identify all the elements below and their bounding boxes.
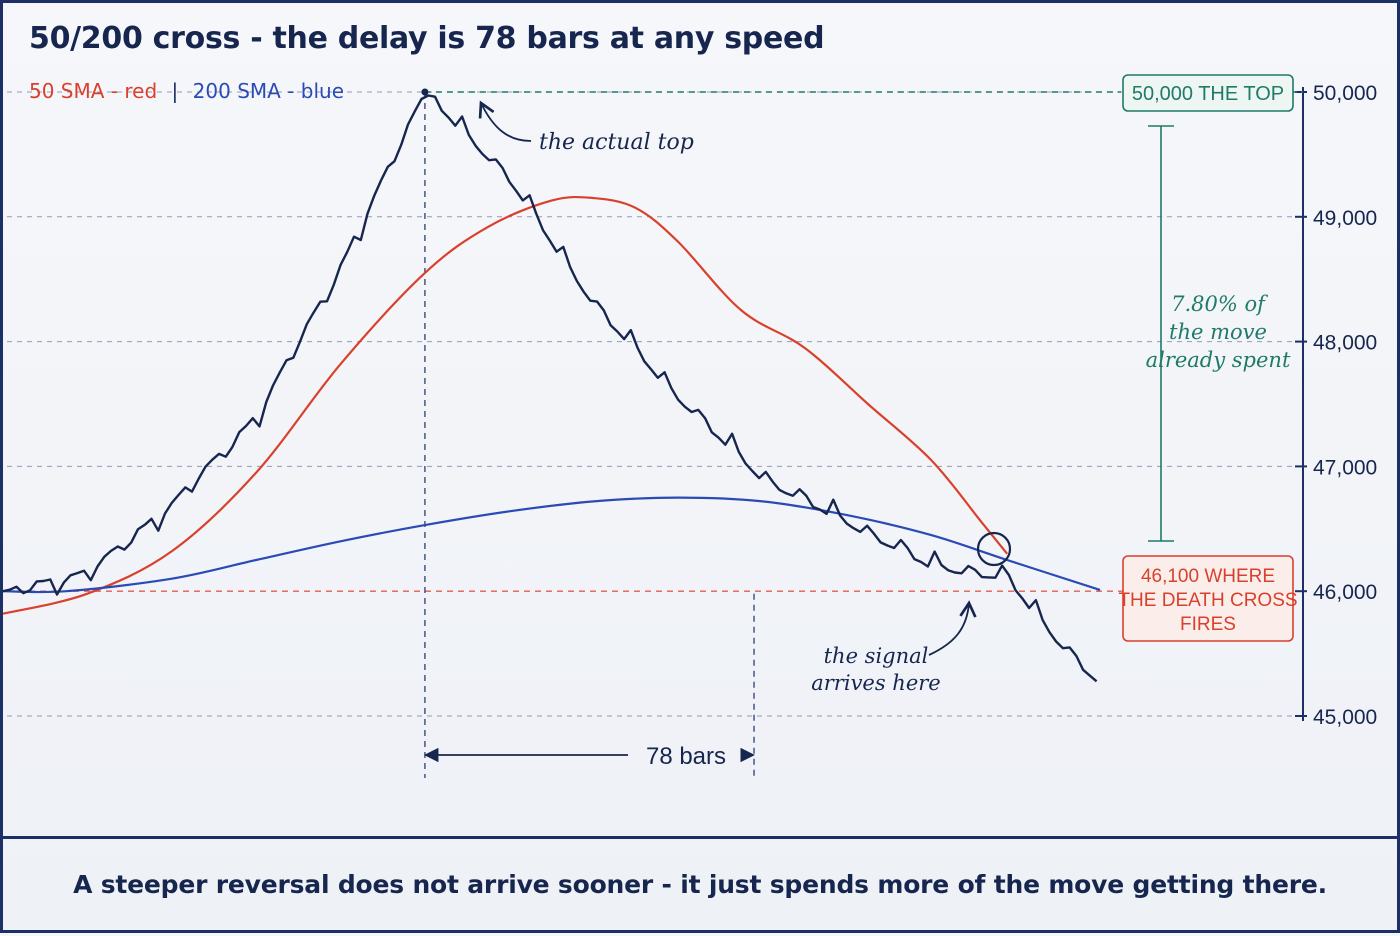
legend-sma200-color: blue — [300, 79, 344, 103]
top-point — [421, 88, 429, 96]
cross-label-text: THE DEATH CROSS — [1118, 590, 1297, 611]
chart-title: 50/200 cross - the delay is 78 bars at a… — [29, 21, 825, 56]
sma50-series-line — [3, 195, 1009, 615]
cross-label-box — [1122, 555, 1294, 642]
delay-label: 78 bars — [646, 743, 726, 770]
sma200-series-line — [3, 496, 1101, 594]
signal-arrow — [928, 600, 977, 656]
chart-canvas: 45,000 46,000 47,000 48,000 49,000 50,000 50,… — [3, 74, 1377, 778]
spent-label-text: 7.80% of — [1171, 292, 1268, 316]
legend-sma50-color: red — [124, 79, 158, 103]
legend-separator: | — [171, 79, 179, 103]
cross-label-text: 46,100 WHERE — [1141, 566, 1275, 587]
actual-top-label: the actual top — [539, 130, 694, 155]
y-tick-label: 50,000 — [1313, 82, 1377, 105]
y-tick-label: 47,000 — [1313, 456, 1377, 479]
death-cross-circle — [976, 531, 1012, 567]
top-label-text: 50,000 THE TOP — [1132, 83, 1284, 105]
spent-label-text: the move — [1169, 320, 1267, 344]
y-tick-label: 46,000 — [1313, 581, 1377, 604]
y-tick-label: 48,000 — [1313, 332, 1377, 355]
legend: 50 SMA - red | 200 SMA - blue — [29, 79, 344, 103]
signal-label-text: the signal — [824, 644, 929, 668]
spent-label-text: already spent — [1146, 348, 1291, 372]
y-tick-label: 49,000 — [1313, 207, 1377, 230]
footer-caption: A steeper reversal does not arrive soone… — [3, 836, 1397, 930]
y-tick-label: 45,000 — [1313, 706, 1377, 729]
legend-sma50-label: 50 SMA — [29, 79, 105, 103]
actual-top-arrow — [478, 100, 532, 142]
price-series-line — [3, 94, 1098, 683]
signal-label-text: arrives here — [811, 671, 940, 695]
top-label-box — [1122, 74, 1294, 112]
cross-label-text: FIRES — [1180, 614, 1236, 635]
legend-sma200-label: 200 SMA — [192, 79, 281, 103]
